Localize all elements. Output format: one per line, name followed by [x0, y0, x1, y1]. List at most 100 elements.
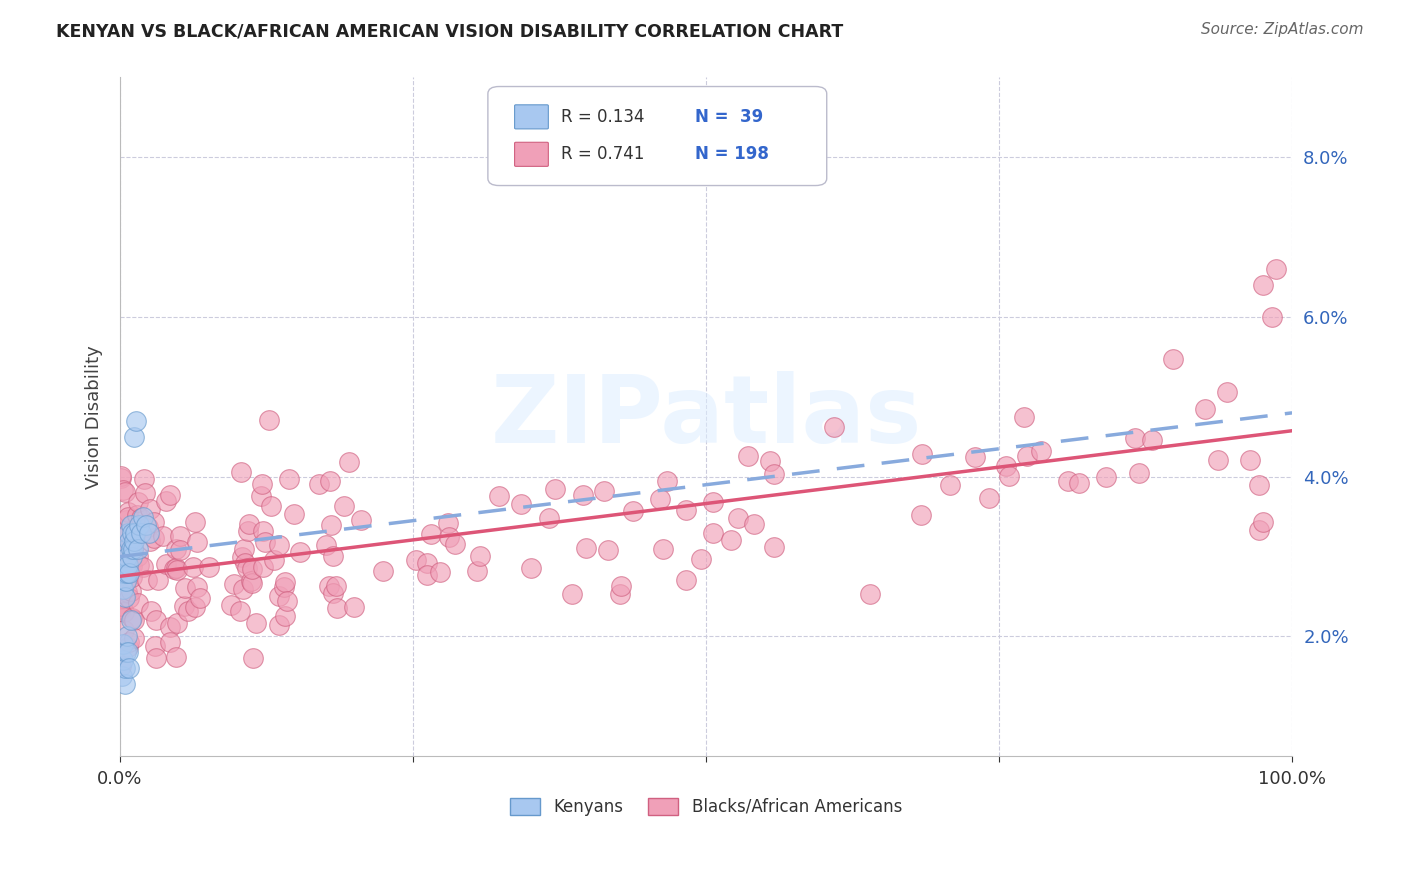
Point — [219, 599, 242, 613]
Point — [112, 605, 135, 619]
Point — [112, 543, 135, 558]
Point — [240, 574, 263, 588]
Point — [236, 524, 259, 538]
Point — [977, 491, 1000, 506]
Point — [163, 562, 186, 576]
Point — [1215, 384, 1237, 399]
Point — [186, 580, 208, 594]
Point — [1251, 278, 1274, 293]
Point — [114, 645, 136, 659]
Point — [166, 563, 188, 577]
Text: ZIPatlas: ZIPatlas — [491, 371, 922, 463]
Point — [1015, 450, 1038, 464]
Point — [910, 508, 932, 522]
Point — [609, 587, 631, 601]
Point — [240, 562, 263, 576]
Point — [110, 599, 132, 614]
Point — [121, 541, 143, 556]
Point — [117, 505, 139, 519]
Point — [110, 558, 132, 572]
Point — [117, 558, 139, 572]
Text: R = 0.134: R = 0.134 — [561, 108, 644, 126]
Point — [122, 533, 145, 547]
Point — [121, 558, 143, 573]
Point — [1249, 478, 1271, 492]
Point — [143, 515, 166, 529]
Point — [1265, 262, 1288, 277]
Point — [657, 474, 679, 488]
Point — [136, 574, 159, 588]
Point — [290, 545, 312, 559]
Point — [1123, 431, 1146, 445]
Point — [652, 542, 675, 557]
Point — [110, 469, 132, 483]
Point — [177, 604, 200, 618]
Point — [135, 517, 157, 532]
Point — [118, 591, 141, 605]
Point — [138, 525, 160, 540]
Text: N = 198: N = 198 — [695, 145, 769, 163]
Point — [416, 556, 439, 570]
Point — [572, 488, 595, 502]
Point — [488, 489, 510, 503]
Point — [146, 573, 169, 587]
Point — [159, 488, 181, 502]
Point — [117, 634, 139, 648]
Point — [121, 549, 143, 564]
Point — [127, 495, 149, 509]
Point — [110, 471, 132, 485]
Point — [141, 604, 163, 618]
Point — [110, 591, 132, 606]
Point — [122, 533, 145, 548]
Point — [337, 455, 360, 469]
Point — [1194, 401, 1216, 416]
Point — [111, 669, 134, 683]
Point — [859, 587, 882, 601]
Point — [118, 533, 141, 548]
Point — [621, 504, 644, 518]
Point — [416, 568, 439, 582]
Point — [110, 601, 132, 615]
Point — [333, 499, 356, 513]
Point — [190, 591, 212, 606]
Point — [120, 541, 142, 556]
Point — [252, 524, 274, 538]
Point — [675, 573, 697, 587]
Point — [159, 634, 181, 648]
Point — [437, 516, 460, 530]
Point — [1142, 434, 1164, 448]
Point — [121, 525, 143, 540]
Point — [229, 465, 252, 479]
Point — [257, 413, 280, 427]
Point — [125, 508, 148, 522]
Point — [165, 542, 187, 557]
Point — [419, 527, 441, 541]
Point — [260, 499, 283, 513]
Text: R = 0.741: R = 0.741 — [561, 145, 644, 163]
Point — [763, 467, 786, 481]
Point — [444, 537, 467, 551]
Point — [326, 601, 349, 615]
Point — [114, 590, 136, 604]
Point — [114, 558, 136, 572]
Point — [112, 550, 135, 565]
Text: Source: ZipAtlas.com: Source: ZipAtlas.com — [1201, 22, 1364, 37]
Point — [938, 478, 960, 492]
Point — [134, 485, 156, 500]
Point — [186, 534, 208, 549]
Text: N =  39: N = 39 — [695, 108, 763, 126]
Point — [136, 519, 159, 533]
Point — [155, 494, 177, 508]
Point — [111, 589, 134, 603]
Point — [231, 549, 253, 564]
Point — [965, 450, 987, 465]
Point — [742, 517, 765, 532]
Point — [240, 575, 263, 590]
Point — [267, 617, 290, 632]
Point — [242, 651, 264, 665]
Point — [115, 513, 138, 527]
Point — [181, 560, 204, 574]
Point — [111, 574, 134, 588]
Point — [759, 453, 782, 467]
Point — [274, 574, 297, 589]
